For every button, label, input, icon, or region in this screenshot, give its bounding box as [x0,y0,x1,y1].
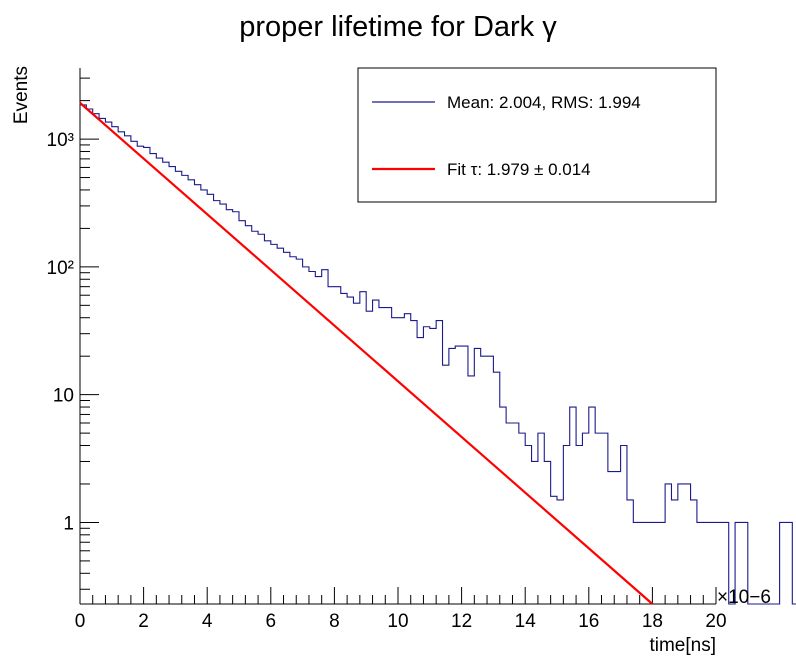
x-axis-multiplier: ×10−6 [717,587,771,608]
x-tick-label: 16 [578,611,599,632]
x-axis-label: time[ns] [649,635,716,656]
x-tick-label: 14 [515,611,537,632]
legend-box [357,67,717,203]
legend: Mean: 2.004, RMS: 1.994 Fit τ: 1.979 ± 0… [357,67,717,203]
legend-entry-fit: Fit τ: 1.979 ± 0.014 [447,160,591,179]
plot-area [79,102,796,605]
x-tick-label: 10 [387,611,408,632]
histogram-series [80,104,796,605]
y-tick-label: 10³ [47,130,74,151]
x-tick-label: 4 [202,611,213,632]
x-tick-label: 2 [138,611,149,632]
x-tick-label: 20 [705,611,726,632]
y-axis-label: Events [11,66,32,124]
x-tick-label: 12 [451,611,472,632]
y-tick-label: 10² [47,258,74,279]
x-tick-label: 18 [642,611,663,632]
x-tick-label: 6 [266,611,277,632]
y-axis: 1 10 10² 10³ [47,77,99,590]
fit-line [79,102,654,605]
y-tick-label: 1 [63,513,74,534]
x-axis: 0 2 4 6 8 10 12 14 16 18 20 [75,587,727,632]
chart-title: proper lifetime for Dark γ [239,11,557,43]
legend-entry-histogram: Mean: 2.004, RMS: 1.994 [447,93,641,112]
y-tick-label: 10 [53,386,74,407]
x-tick-label: 8 [329,611,340,632]
x-tick-label: 0 [75,611,86,632]
